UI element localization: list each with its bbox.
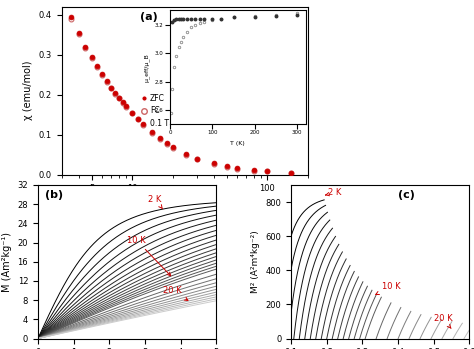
ZFC bbox=[224, 164, 229, 168]
FC bbox=[157, 136, 163, 141]
ZFC bbox=[82, 45, 88, 49]
Text: (c): (c) bbox=[398, 190, 415, 200]
FC bbox=[183, 153, 189, 157]
FC bbox=[89, 56, 94, 60]
Y-axis label: χ (emu/mol): χ (emu/mol) bbox=[23, 61, 33, 120]
Text: (a): (a) bbox=[140, 12, 158, 22]
ZFC bbox=[164, 141, 170, 146]
ZFC bbox=[116, 95, 122, 99]
FC bbox=[123, 105, 129, 109]
FC bbox=[100, 73, 105, 77]
FC bbox=[164, 142, 170, 146]
ZFC bbox=[149, 130, 155, 134]
ZFC bbox=[120, 100, 126, 104]
Text: 2 K: 2 K bbox=[148, 195, 163, 209]
Text: (b): (b) bbox=[45, 190, 63, 200]
ZFC bbox=[104, 79, 110, 83]
Text: 20 K: 20 K bbox=[163, 286, 188, 300]
FC bbox=[82, 46, 88, 50]
FC bbox=[109, 86, 114, 90]
ZFC bbox=[89, 55, 94, 59]
FC bbox=[94, 65, 100, 69]
ZFC bbox=[235, 166, 240, 170]
ZFC bbox=[252, 168, 257, 172]
ZFC bbox=[194, 156, 200, 161]
ZFC bbox=[76, 31, 82, 35]
FC bbox=[264, 169, 270, 173]
Line: ZFC: ZFC bbox=[68, 15, 294, 175]
FC bbox=[68, 17, 73, 21]
ZFC bbox=[135, 117, 141, 121]
Text: 10 K: 10 K bbox=[376, 282, 401, 295]
ZFC bbox=[211, 161, 217, 165]
ZFC bbox=[123, 104, 129, 108]
FC bbox=[140, 122, 146, 127]
Legend: ZFC, FC, 0.1 T: ZFC, FC, 0.1 T bbox=[139, 92, 171, 130]
ZFC bbox=[288, 170, 294, 174]
ZFC bbox=[112, 91, 118, 95]
ZFC bbox=[100, 72, 105, 76]
FC bbox=[235, 166, 240, 171]
Text: 10 K: 10 K bbox=[127, 236, 171, 276]
FC bbox=[116, 96, 122, 101]
FC bbox=[129, 111, 135, 116]
FC bbox=[288, 170, 294, 174]
FC bbox=[252, 169, 257, 173]
FC bbox=[112, 91, 118, 96]
FC bbox=[76, 32, 82, 36]
ZFC bbox=[68, 15, 73, 19]
ZFC bbox=[129, 111, 135, 115]
ZFC bbox=[170, 145, 176, 149]
Text: 2 K: 2 K bbox=[326, 188, 342, 197]
ZFC bbox=[140, 122, 146, 126]
ZFC bbox=[157, 136, 163, 140]
FC bbox=[149, 131, 155, 135]
FC bbox=[104, 80, 110, 84]
Y-axis label: M² (A²m⁴kg⁻²): M² (A²m⁴kg⁻²) bbox=[251, 230, 260, 293]
ZFC bbox=[109, 86, 114, 90]
ZFC bbox=[183, 152, 189, 156]
FC bbox=[135, 117, 141, 121]
FC bbox=[224, 164, 229, 169]
ZFC bbox=[264, 169, 270, 173]
FC bbox=[211, 162, 217, 166]
Text: 20 K: 20 K bbox=[434, 314, 452, 328]
FC bbox=[120, 101, 126, 105]
Line: FC: FC bbox=[68, 16, 294, 175]
Y-axis label: M (Am²kg⁻¹): M (Am²kg⁻¹) bbox=[2, 232, 12, 292]
FC bbox=[194, 157, 200, 161]
ZFC bbox=[94, 64, 100, 68]
FC bbox=[170, 146, 176, 150]
X-axis label: T (K): T (K) bbox=[173, 199, 196, 209]
